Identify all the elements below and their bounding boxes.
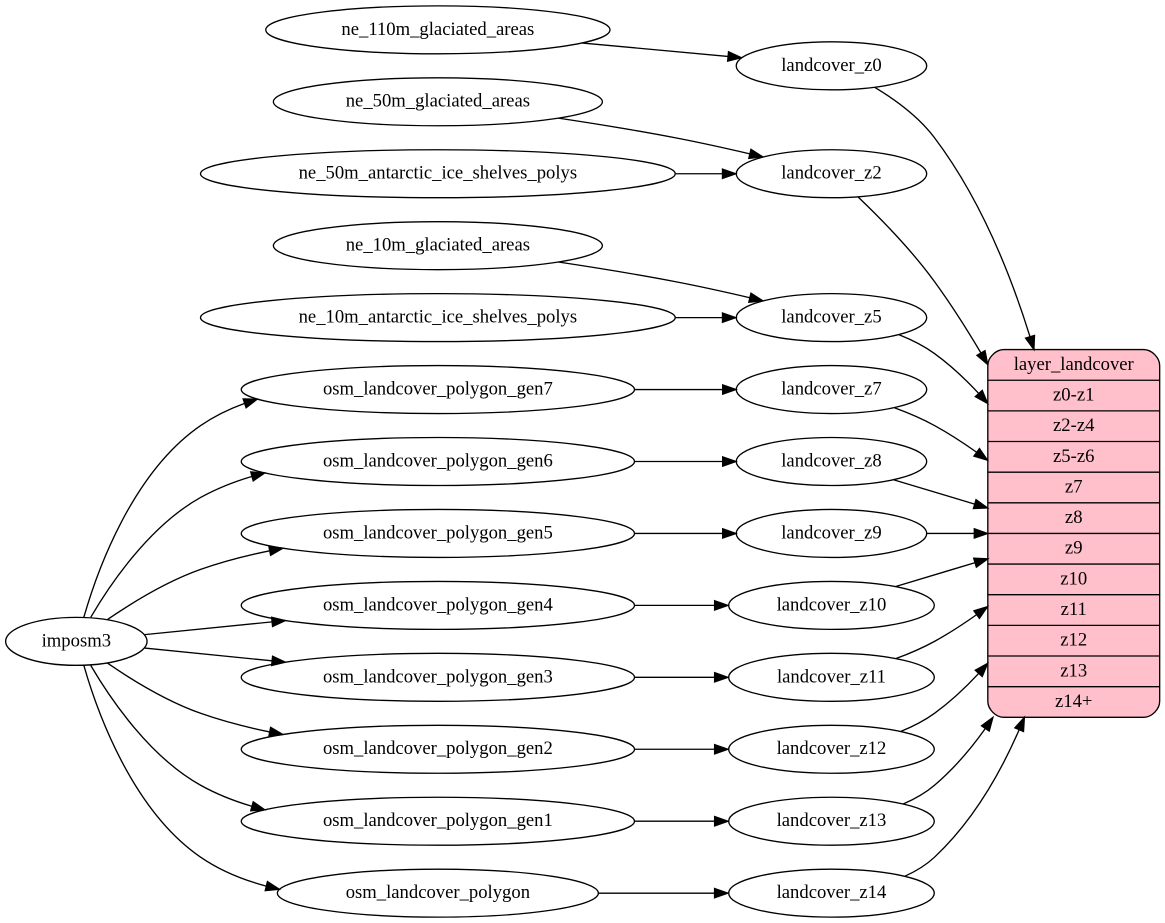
svg-text:ne_110m_glaciated_areas: ne_110m_glaciated_areas	[341, 19, 534, 40]
svg-text:landcover_z12: landcover_z12	[777, 738, 887, 759]
svg-text:landcover_z5: landcover_z5	[781, 307, 881, 328]
svg-text:osm_landcover_polygon_gen4: osm_landcover_polygon_gen4	[323, 594, 554, 615]
svg-text:z10: z10	[1060, 568, 1087, 589]
svg-text:landcover_z7: landcover_z7	[781, 378, 881, 399]
svg-text:landcover_z14: landcover_z14	[777, 882, 887, 903]
svg-text:landcover_z13: landcover_z13	[777, 810, 887, 831]
svg-text:osm_landcover_polygon_gen5: osm_landcover_polygon_gen5	[323, 522, 553, 543]
svg-text:ne_50m_glaciated_areas: ne_50m_glaciated_areas	[346, 91, 530, 112]
svg-text:z0-z1: z0-z1	[1053, 384, 1094, 405]
svg-text:z9: z9	[1065, 538, 1083, 559]
svg-text:imposm3: imposm3	[42, 630, 111, 651]
svg-text:osm_landcover_polygon_gen7: osm_landcover_polygon_gen7	[323, 378, 553, 399]
svg-text:osm_landcover_polygon_gen6: osm_landcover_polygon_gen6	[323, 450, 553, 471]
svg-text:landcover_z8: landcover_z8	[781, 450, 881, 471]
svg-text:landcover_z2: landcover_z2	[781, 163, 881, 184]
svg-text:ne_50m_antarctic_ice_shelves_p: ne_50m_antarctic_ice_shelves_polys	[299, 163, 578, 184]
svg-text:osm_landcover_polygon_gen3: osm_landcover_polygon_gen3	[323, 666, 553, 687]
svg-text:z2-z4: z2-z4	[1053, 415, 1095, 436]
svg-text:osm_landcover_polygon_gen2: osm_landcover_polygon_gen2	[323, 738, 553, 759]
svg-text:landcover_z9: landcover_z9	[781, 522, 881, 543]
svg-text:landcover_z11: landcover_z11	[777, 666, 886, 687]
svg-text:z7: z7	[1065, 476, 1083, 497]
svg-text:z11: z11	[1061, 599, 1087, 620]
svg-text:landcover_z0: landcover_z0	[781, 55, 881, 76]
svg-text:z14+: z14+	[1055, 691, 1092, 712]
svg-text:ne_10m_antarctic_ice_shelves_p: ne_10m_antarctic_ice_shelves_polys	[299, 307, 578, 328]
svg-text:z13: z13	[1060, 660, 1087, 681]
svg-text:ne_10m_glaciated_areas: ne_10m_glaciated_areas	[346, 235, 530, 256]
svg-text:z5-z6: z5-z6	[1053, 446, 1094, 467]
svg-text:z8: z8	[1065, 507, 1083, 528]
svg-text:osm_landcover_polygon_gen1: osm_landcover_polygon_gen1	[323, 810, 553, 831]
svg-text:osm_landcover_polygon: osm_landcover_polygon	[346, 882, 531, 903]
svg-text:z12: z12	[1060, 630, 1087, 651]
svg-text:landcover_z10: landcover_z10	[777, 594, 887, 615]
svg-text:layer_landcover: layer_landcover	[1014, 354, 1135, 375]
